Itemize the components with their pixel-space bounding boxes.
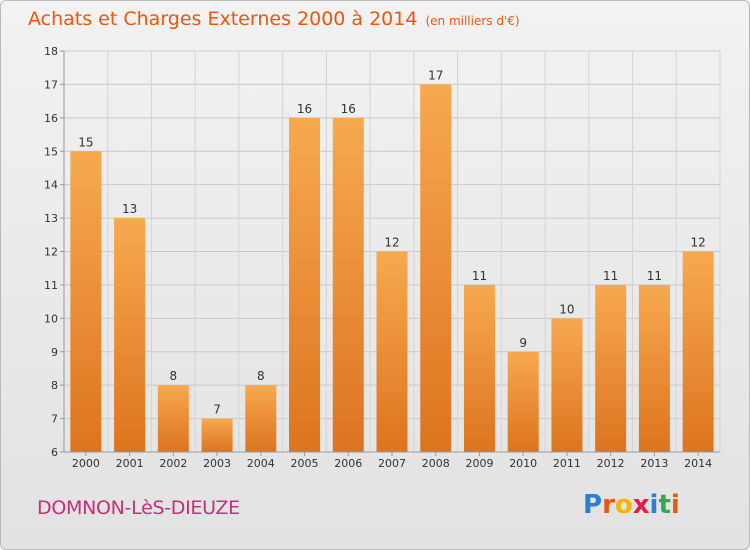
chart-title: Achats et Charges Externes 2000 à 2014 (e…: [28, 8, 520, 30]
y-tick-label: 7: [51, 413, 58, 426]
bar-value-label: 12: [690, 236, 705, 250]
x-tick-label: 2006: [334, 457, 362, 470]
bar-value-label: 11: [603, 269, 618, 283]
bar[interactable]: [157, 385, 189, 452]
proxiti-logo[interactable]: Proxiti: [583, 490, 680, 520]
bar[interactable]: [507, 351, 539, 452]
bar-value-label: 10: [559, 302, 574, 316]
logo-letter: i: [670, 490, 680, 520]
x-tick-label: 2004: [247, 457, 275, 470]
x-tick-label: 2005: [291, 457, 319, 470]
bar[interactable]: [289, 117, 321, 452]
bar[interactable]: [463, 284, 495, 452]
x-tick-label: 2008: [422, 457, 450, 470]
x-tick-label: 2002: [159, 457, 187, 470]
logo-letter: x: [632, 490, 650, 520]
commune-name: DOMNON-LèS-DIEUZE: [37, 497, 240, 519]
x-tick-label: 2012: [597, 457, 625, 470]
y-tick-label: 17: [44, 78, 58, 91]
y-tick-label: 8: [51, 379, 58, 392]
bar[interactable]: [201, 418, 233, 452]
bar-value-label: 7: [213, 403, 221, 417]
logo-letter: i: [649, 490, 659, 520]
bar-value-label: 8: [170, 369, 178, 383]
bar-value-label: 11: [472, 269, 487, 283]
x-tick-label: 2013: [640, 457, 668, 470]
y-tick-label: 11: [44, 279, 58, 292]
bar[interactable]: [332, 117, 364, 452]
bar[interactable]: [595, 284, 627, 452]
y-tick-label: 15: [44, 145, 58, 158]
logo-letter: o: [614, 490, 633, 520]
x-tick-label: 2014: [684, 457, 712, 470]
bar-value-label: 13: [122, 202, 137, 216]
bar-value-label: 15: [78, 135, 93, 149]
logo-letter: r: [602, 490, 615, 520]
bar-value-label: 11: [647, 269, 662, 283]
bar[interactable]: [114, 218, 146, 452]
bar-value-label: 8: [257, 369, 265, 383]
x-tick-label: 2001: [116, 457, 144, 470]
bar-value-label: 9: [519, 336, 527, 350]
bars: 15 13 8 7 8 16 16 12 17 11 9 10 11 11 12: [70, 68, 714, 453]
axes: 6 7 8 9 10 11 12 13 14 15 16 17 18 2000 2001 2002 2003 20…: [44, 45, 720, 470]
bar[interactable]: [420, 84, 452, 453]
y-tick-label: 12: [44, 246, 58, 259]
x-tick-label: 2011: [553, 457, 581, 470]
x-tick-label: 2000: [72, 457, 100, 470]
bar[interactable]: [682, 251, 714, 453]
bar-value-label: 12: [384, 236, 399, 250]
bar-value-label: 16: [341, 102, 356, 116]
y-tick-label: 16: [44, 112, 58, 125]
y-tick-label: 9: [51, 346, 58, 359]
y-tick-label: 13: [44, 212, 58, 225]
x-tick-label: 2003: [203, 457, 231, 470]
bar[interactable]: [245, 385, 277, 452]
bar[interactable]: [551, 318, 583, 452]
y-tick-label: 10: [44, 312, 58, 325]
bar-value-label: 17: [428, 68, 443, 82]
logo-letter: P: [583, 490, 603, 520]
x-tick-label: 2010: [509, 457, 537, 470]
bar[interactable]: [638, 284, 670, 452]
bar[interactable]: [376, 251, 408, 453]
bar-value-label: 16: [297, 102, 312, 116]
bar[interactable]: [70, 151, 102, 452]
x-tick-label: 2009: [465, 457, 493, 470]
y-tick-label: 14: [44, 179, 58, 192]
y-tick-label: 6: [51, 446, 58, 459]
chart-unit: (en milliers d'€): [425, 14, 520, 28]
x-tick-label: 2007: [378, 457, 406, 470]
y-tick-label: 18: [44, 45, 58, 58]
logo-letter: t: [658, 490, 671, 520]
